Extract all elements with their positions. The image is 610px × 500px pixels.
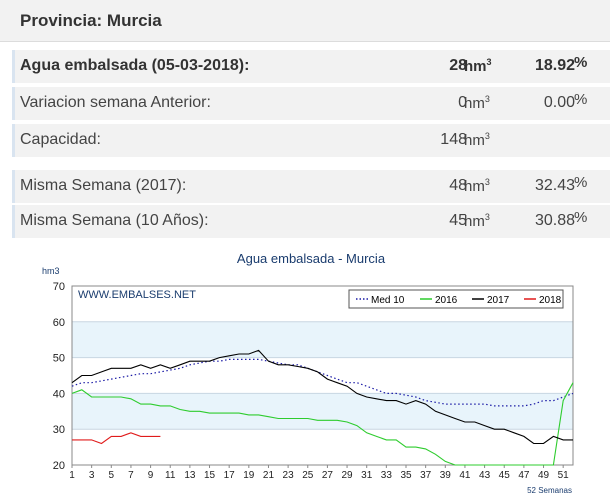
- x-tick-label: 15: [204, 470, 216, 481]
- stat-label: Variacion semana Anterior:: [20, 94, 211, 111]
- chart-legend: Med 10 2016 2017 2018: [348, 289, 564, 309]
- legend-label: 2016: [435, 295, 458, 306]
- shaded-band-0: [72, 393, 573, 430]
- x-tick-label: 3: [89, 470, 95, 481]
- y-tick-label: 50: [53, 353, 65, 365]
- x-tick-label: 1: [69, 470, 75, 481]
- x-tick-label: 41: [459, 470, 471, 481]
- stat-label: Misma Semana (2017):: [20, 177, 187, 194]
- stat-value: 148: [440, 131, 467, 148]
- shaded-band-1: [72, 321, 573, 358]
- stat-row-capacidad: Capacidad: 148 hm3: [12, 124, 610, 157]
- x-tick-label: 21: [263, 470, 275, 481]
- x-tick-label: 7: [128, 470, 134, 481]
- x-tick-label: 23: [283, 470, 295, 481]
- stat-value: 45: [449, 212, 467, 229]
- stat-percent: 32.43: [534, 177, 575, 194]
- x-tick-label: 11: [165, 470, 176, 481]
- x-tick-label: 51: [558, 470, 570, 481]
- x-tick-label: 9: [148, 470, 154, 481]
- province-title: Provincia: Murcia: [20, 11, 162, 30]
- plot-area-frame: [71, 285, 574, 466]
- stat-percent: 30.88: [534, 212, 575, 229]
- x-tick-label: 39: [440, 470, 452, 481]
- series-line-2016: [71, 382, 574, 466]
- x-tick-label: 29: [341, 470, 353, 481]
- stat-row-variacion: Variacion semana Anterior: 0 hm3 0.00 %: [12, 87, 610, 120]
- stat-value: 0: [458, 94, 467, 111]
- series-line-med-10: [71, 358, 574, 407]
- y-tick-label: 60: [53, 317, 65, 329]
- x-tick-label: 27: [322, 470, 334, 481]
- chart-title: Agua embalsada - Murcia: [237, 251, 386, 266]
- stat-percent: 18.92: [534, 57, 575, 74]
- legend-box: [348, 289, 564, 309]
- stat-percent-sign: %: [574, 54, 588, 71]
- legend-label: 2017: [487, 295, 510, 306]
- x-tick-label: 5: [109, 470, 115, 481]
- x-axis-label: 52 Semanas: [527, 486, 572, 495]
- province-header: Provincia: Murcia: [0, 0, 610, 42]
- stat-label: Misma Semana (10 Años):: [20, 212, 209, 229]
- stat-value: 28: [449, 57, 467, 74]
- watermark-text: WWW.EMBALSES.NET: [78, 289, 196, 301]
- stat-row-misma-semana-2017: Misma Semana (2017): 48 hm3 32.43 %: [12, 170, 610, 203]
- stat-row-agua-embalsada: Agua embalsada (05-03-2018): 28 hm3 18.9…: [12, 50, 610, 83]
- legend-label: 2018: [539, 295, 562, 306]
- y-tick-label: 70: [53, 281, 65, 293]
- series-line-2017: [71, 349, 573, 445]
- x-tick-label: 37: [420, 470, 432, 481]
- stat-unit: hm3: [464, 131, 490, 149]
- x-tick-label: 43: [479, 470, 491, 481]
- reservoir-line-chart: Agua embalsada - Murcia hm3 52 Semanas W…: [42, 251, 574, 495]
- x-tick-label: 17: [224, 470, 236, 481]
- stat-unit: hm3: [464, 212, 490, 230]
- x-tick-label: 31: [361, 470, 373, 481]
- y-tick-label: 30: [53, 424, 65, 436]
- stat-percent-sign: %: [574, 209, 588, 226]
- stat-unit: hm3: [464, 94, 490, 112]
- x-tick-label: 35: [400, 470, 412, 481]
- stat-percent: 0.00: [543, 94, 575, 111]
- stat-unit: hm3: [464, 177, 490, 195]
- stat-percent-sign: %: [574, 91, 588, 108]
- legend-label: Med 10: [371, 295, 405, 306]
- x-tick-label: 47: [518, 470, 530, 481]
- stat-percent-sign: %: [574, 174, 588, 191]
- stat-value: 48: [449, 177, 467, 194]
- y-axis-label: hm3: [42, 266, 60, 276]
- y-tick-label: 40: [53, 388, 65, 400]
- x-tick-label: 13: [184, 470, 196, 481]
- x-tick-label: 19: [243, 470, 255, 481]
- y-tick-label: 20: [53, 460, 65, 472]
- x-tick-label: 33: [381, 470, 393, 481]
- stat-label: Capacidad:: [20, 131, 101, 148]
- x-tick-label: 45: [499, 470, 511, 481]
- stat-label: Agua embalsada (05-03-2018):: [20, 57, 250, 74]
- series-line-2018: [72, 432, 161, 445]
- stat-row-misma-semana-10-anos: Misma Semana (10 Años): 45 hm3 30.88 %: [12, 205, 610, 238]
- x-tick-label: 49: [538, 470, 550, 481]
- x-tick-label: 25: [302, 470, 314, 481]
- stat-unit: hm3: [464, 57, 492, 75]
